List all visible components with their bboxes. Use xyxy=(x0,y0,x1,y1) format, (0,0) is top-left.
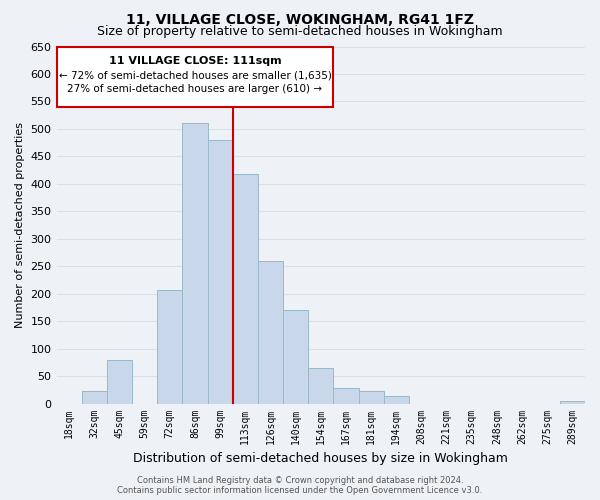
Bar xyxy=(383,396,409,404)
Text: 27% of semi-detached houses are larger (610) →: 27% of semi-detached houses are larger (… xyxy=(67,84,322,94)
Bar xyxy=(283,310,308,404)
X-axis label: Distribution of semi-detached houses by size in Wokingham: Distribution of semi-detached houses by … xyxy=(133,452,508,465)
Bar xyxy=(157,290,182,404)
Bar xyxy=(82,392,107,404)
Text: Contains HM Land Registry data © Crown copyright and database right 2024.
Contai: Contains HM Land Registry data © Crown c… xyxy=(118,476,482,495)
Bar xyxy=(258,260,283,404)
Bar xyxy=(334,388,359,404)
Text: Size of property relative to semi-detached houses in Wokingham: Size of property relative to semi-detach… xyxy=(97,25,503,38)
Bar xyxy=(308,368,334,404)
Text: ← 72% of semi-detached houses are smaller (1,635): ← 72% of semi-detached houses are smalle… xyxy=(59,70,331,81)
Y-axis label: Number of semi-detached properties: Number of semi-detached properties xyxy=(15,122,25,328)
Text: 11, VILLAGE CLOSE, WOKINGHAM, RG41 1FZ: 11, VILLAGE CLOSE, WOKINGHAM, RG41 1FZ xyxy=(126,12,474,26)
Bar xyxy=(208,140,233,404)
Bar xyxy=(560,401,585,404)
Bar xyxy=(233,174,258,404)
Bar xyxy=(56,46,334,107)
Bar xyxy=(182,124,208,404)
Text: 11 VILLAGE CLOSE: 111sqm: 11 VILLAGE CLOSE: 111sqm xyxy=(109,56,281,66)
Bar xyxy=(359,391,383,404)
Bar xyxy=(107,360,132,404)
